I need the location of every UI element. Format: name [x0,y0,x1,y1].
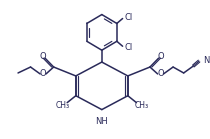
Text: O: O [40,52,46,61]
Text: N: N [203,56,209,65]
Text: O: O [157,52,164,61]
Text: O: O [40,70,46,78]
Text: NH: NH [95,116,108,126]
Text: Cl: Cl [125,43,133,52]
Text: CH₃: CH₃ [134,101,148,110]
Text: CH₃: CH₃ [55,101,69,110]
Text: Cl: Cl [125,13,133,22]
Text: O: O [157,70,164,78]
